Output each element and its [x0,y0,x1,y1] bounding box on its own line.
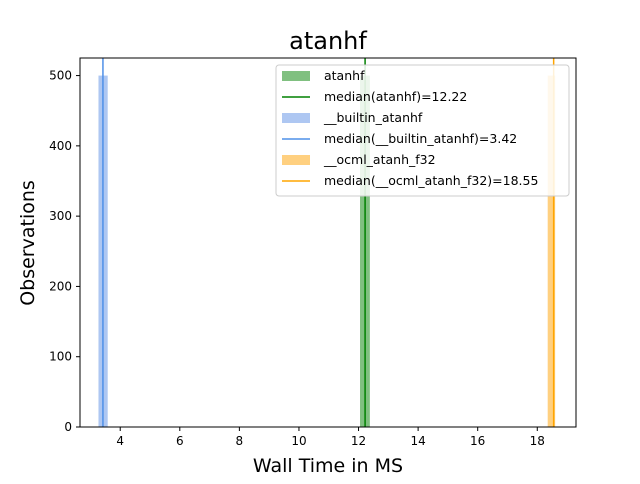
legend-label: __ocml_atanh_f32 [323,152,436,167]
x-tick-label: 10 [291,434,306,448]
x-tick-label: 14 [410,434,425,448]
legend-label: __builtin_atanhf [323,110,423,125]
x-tick-label: 18 [530,434,545,448]
x-axis: 4 6 8 10 12 14 16 18 [116,427,545,448]
plot-frame [79,57,577,428]
legend-label: median(__builtin_atanhf)=3.42 [324,131,517,146]
y-tick-label: 0 [64,420,72,434]
legend-label: median(atanhf)=12.22 [324,89,467,104]
legend-swatch [282,71,310,81]
legend-swatch [282,155,310,165]
y-tick-label: 200 [49,279,72,293]
x-tick-label: 6 [176,434,184,448]
chart-title: atanhf [289,27,367,55]
legend-swatch [282,113,310,123]
y-axis: 0 100 200 300 400 500 [49,69,80,434]
x-tick-label: 8 [236,434,244,448]
x-axis-label: Wall Time in MS [253,455,403,477]
histogram-bar [547,75,556,428]
x-tick-label: 12 [351,434,366,448]
legend-label: atanhf [324,68,365,83]
x-tick-label: 4 [116,434,124,448]
x-tick-label: 16 [470,434,485,448]
y-axis-label: Observations [17,180,39,306]
legend: atanhf median(atanhf)=12.22 __builtin_atan… [275,64,570,197]
y-tick-label: 100 [49,350,72,364]
legend-label: median(__ocml_atanh_f32)=18.55 [324,173,538,188]
y-tick-label: 400 [49,139,72,153]
y-tick-label: 500 [49,69,72,83]
y-tick-label: 300 [49,209,72,223]
legend-box [275,64,570,197]
